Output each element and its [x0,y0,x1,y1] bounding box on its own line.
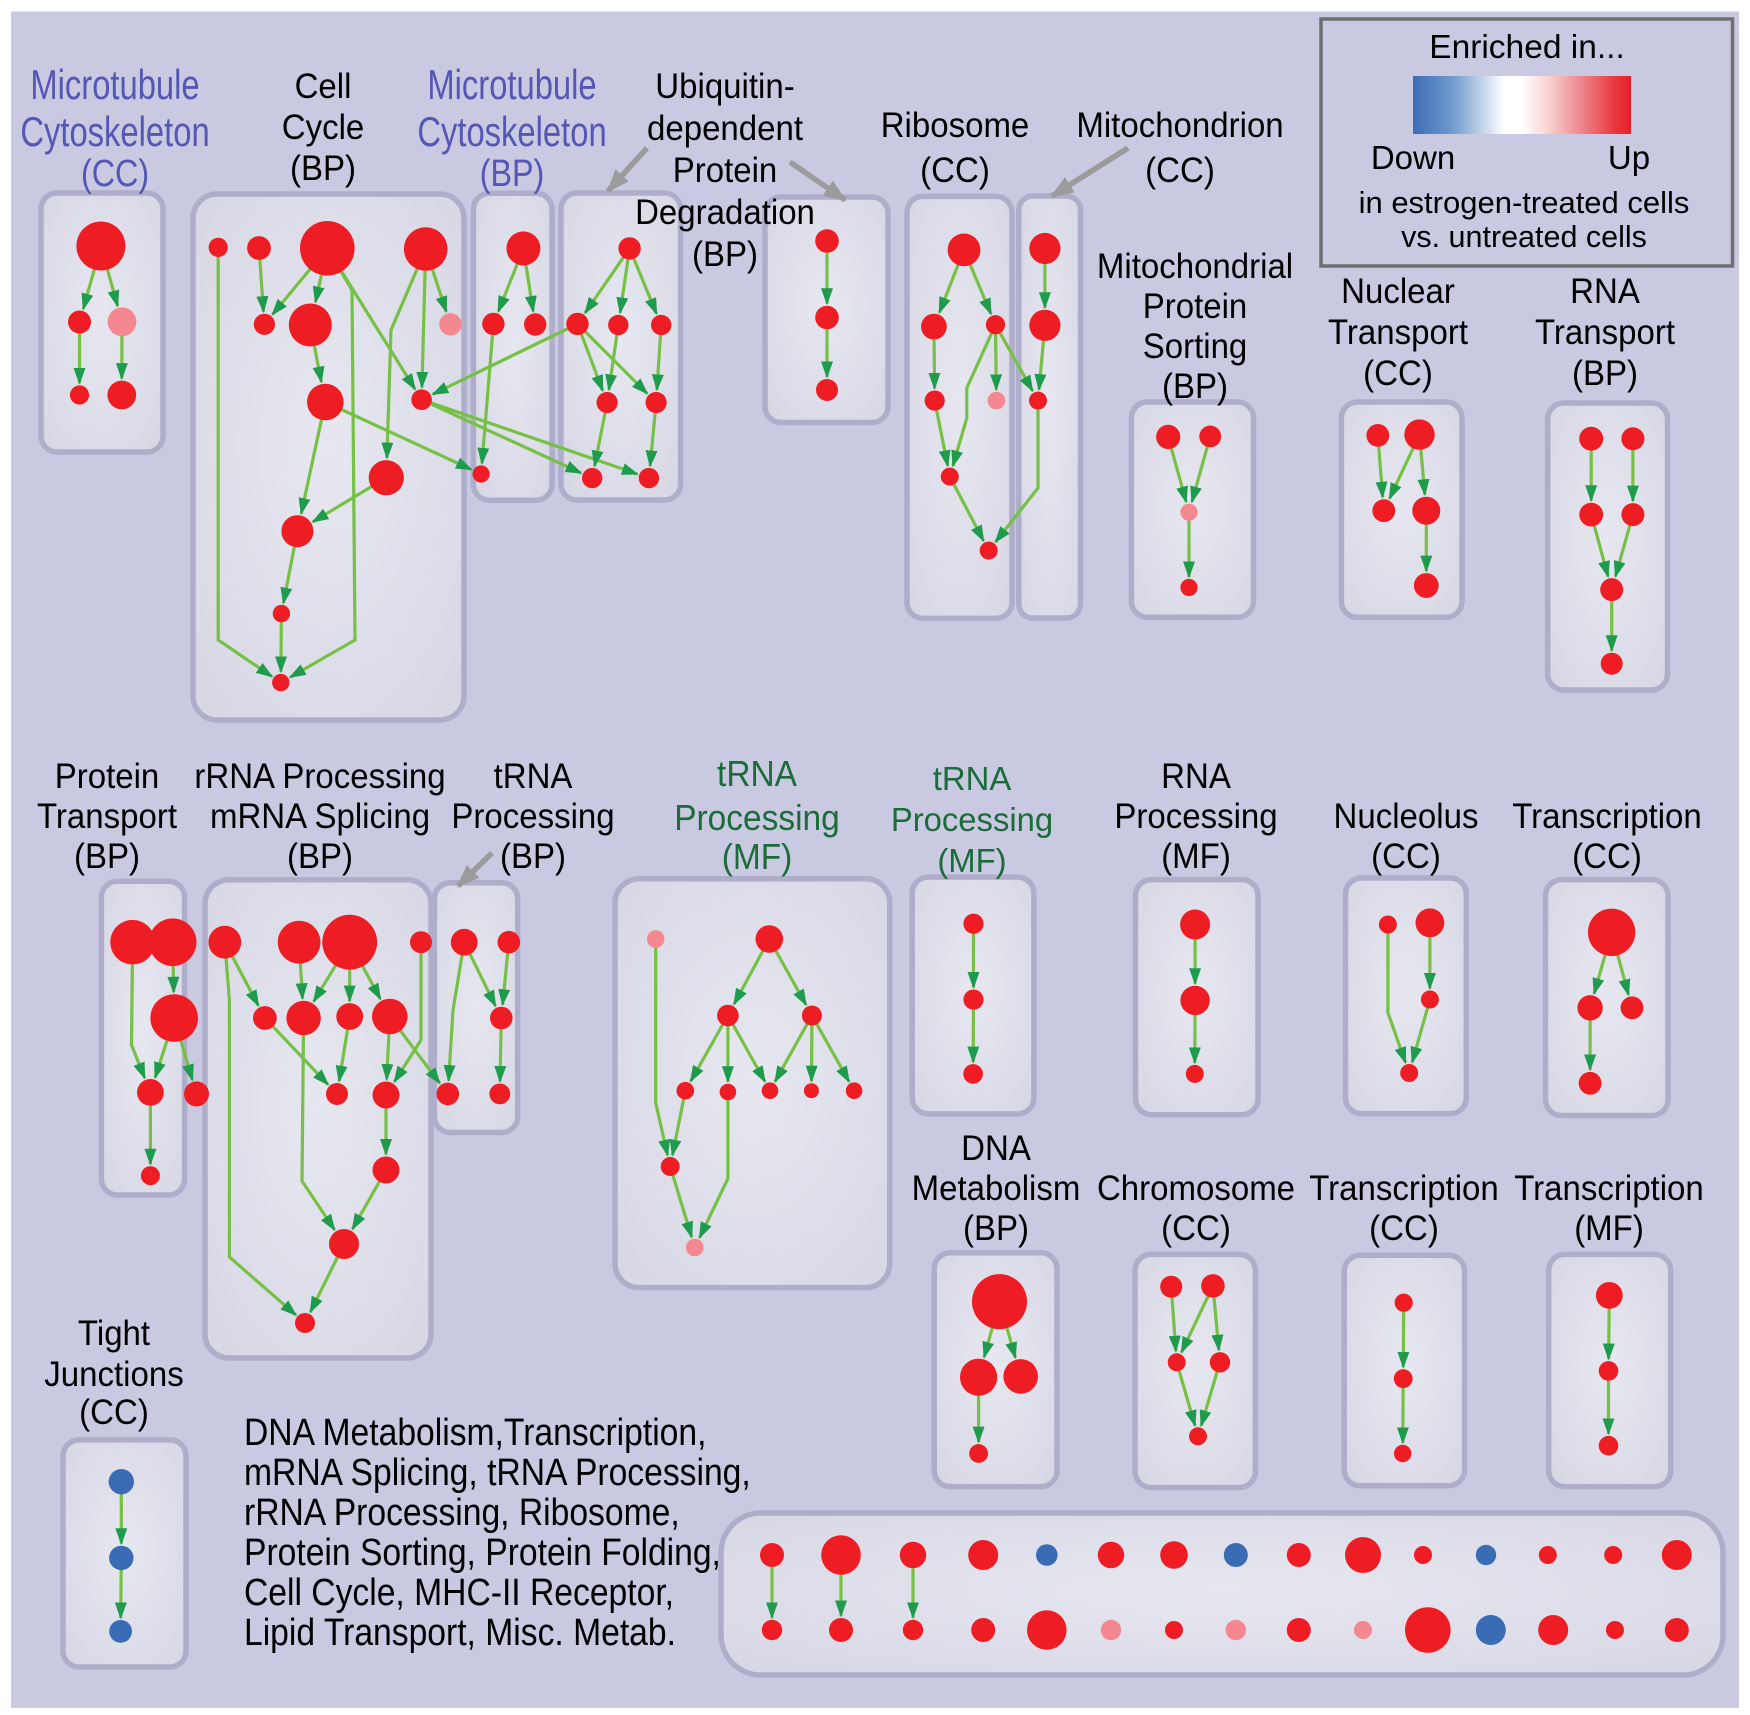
svg-text:Microtubule: Microtubule [427,61,596,108]
svg-text:DNA: DNA [961,1129,1031,1168]
svg-text:in estrogen-treated cells: in estrogen-treated cells [1359,185,1690,220]
svg-text:Mitochondrion: Mitochondrion [1076,106,1283,145]
svg-text:(BP): (BP) [1572,354,1638,393]
svg-text:(CC): (CC) [1369,1209,1439,1248]
svg-text:Cell Cycle, MHC-II Receptor,: Cell Cycle, MHC-II Receptor, [244,1571,674,1613]
svg-text:(CC): (CC) [1363,354,1433,393]
svg-text:Cytoskeleton: Cytoskeleton [20,108,209,155]
svg-text:Transport: Transport [37,797,177,836]
svg-text:(BP): (BP) [963,1209,1029,1248]
svg-text:(MF): (MF) [1574,1209,1644,1248]
svg-text:(BP): (BP) [287,837,353,876]
svg-text:(BP): (BP) [692,235,758,274]
svg-text:Cell: Cell [295,67,352,106]
svg-text:Ubiquitin-: Ubiquitin- [655,67,794,106]
svg-text:tRNA: tRNA [717,755,798,794]
svg-text:Processing: Processing [891,802,1053,839]
svg-text:Protein Sorting, Protein Foldi: Protein Sorting, Protein Folding, [244,1531,721,1573]
svg-text:(CC): (CC) [79,1393,149,1432]
svg-text:mRNA Splicing, tRNA Processing: mRNA Splicing, tRNA Processing, [244,1451,751,1493]
svg-text:Protein: Protein [673,151,778,190]
svg-text:Transcription: Transcription [1309,1169,1499,1208]
svg-text:Junctions: Junctions [44,1355,183,1394]
svg-text:(CC): (CC) [81,153,149,195]
svg-text:Ribosome: Ribosome [881,106,1030,145]
svg-text:vs. untreated cells: vs. untreated cells [1401,220,1647,254]
svg-text:(CC): (CC) [1161,1209,1231,1248]
svg-text:Nucleolus: Nucleolus [1334,797,1479,836]
svg-text:mRNA Splicing: mRNA Splicing [210,797,430,836]
svg-text:(MF): (MF) [937,843,1006,880]
svg-text:dependent: dependent [647,109,803,148]
svg-text:Sorting: Sorting [1143,327,1248,366]
svg-text:(CC): (CC) [1572,837,1642,876]
svg-text:Transcription: Transcription [1512,797,1702,836]
svg-text:(CC): (CC) [1371,837,1441,876]
svg-text:Up: Up [1608,139,1650,176]
svg-text:Lipid Transport, Misc. Metab.: Lipid Transport, Misc. Metab. [244,1611,676,1653]
svg-text:Microtubule: Microtubule [30,61,199,108]
svg-text:Metabolism: Metabolism [912,1169,1081,1208]
svg-text:DNA Metabolism,Transcription,: DNA Metabolism,Transcription, [244,1411,706,1453]
svg-text:Protein: Protein [55,757,160,796]
svg-text:(MF): (MF) [1161,837,1231,876]
svg-text:tRNA: tRNA [494,757,573,796]
svg-text:Chromosome: Chromosome [1097,1169,1295,1208]
svg-text:Processing: Processing [674,799,840,838]
svg-text:Transport: Transport [1328,313,1468,352]
svg-text:Transcription: Transcription [1514,1169,1704,1208]
svg-text:Tight: Tight [78,1314,151,1353]
svg-text:Down: Down [1371,139,1455,176]
svg-text:Mitochondrial: Mitochondrial [1097,247,1293,286]
svg-text:Cytoskeleton: Cytoskeleton [417,108,606,155]
svg-text:Processing: Processing [1114,797,1277,836]
svg-text:(BP): (BP) [290,149,356,188]
svg-text:RNA: RNA [1570,272,1640,311]
svg-text:(CC): (CC) [1145,151,1215,190]
svg-text:Processing: Processing [451,797,614,836]
svg-text:(BP): (BP) [500,837,566,876]
svg-text:Nuclear: Nuclear [1341,272,1455,311]
svg-text:rRNA Processing, Ribosome,: rRNA Processing, Ribosome, [244,1491,680,1533]
svg-text:RNA: RNA [1161,757,1231,796]
svg-text:(CC): (CC) [920,151,990,190]
svg-text:(BP): (BP) [480,153,545,195]
svg-text:Degradation: Degradation [635,193,815,232]
svg-text:(BP): (BP) [74,837,140,876]
svg-text:(BP): (BP) [1162,367,1228,406]
svg-text:Cycle: Cycle [282,108,365,147]
svg-text:rRNA Processing: rRNA Processing [194,757,445,796]
svg-text:Enriched in...: Enriched in... [1429,29,1625,66]
svg-text:Protein: Protein [1143,287,1248,326]
svg-text:tRNA: tRNA [933,761,1012,798]
svg-text:Transport: Transport [1535,313,1675,352]
svg-text:(MF): (MF) [722,838,793,877]
